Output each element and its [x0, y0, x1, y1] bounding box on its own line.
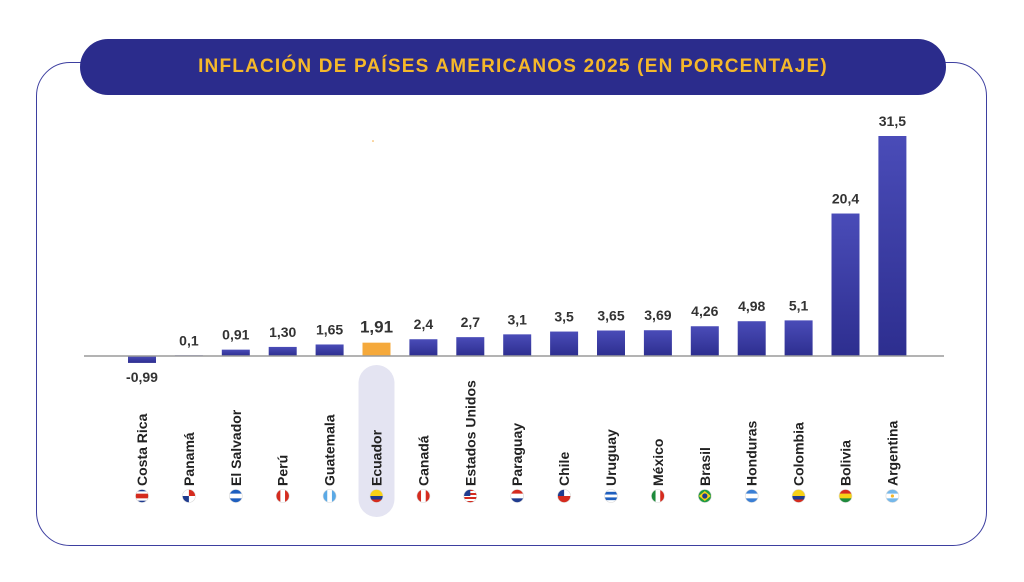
tick-label: Honduras	[744, 420, 760, 486]
bar	[268, 346, 297, 356]
data-label: 1,65	[316, 321, 343, 337]
flag-mexico-icon	[651, 489, 665, 503]
tick-label: Bolivia	[838, 440, 854, 486]
data-label: 3,69	[644, 307, 671, 323]
flag-uruguay-icon	[604, 489, 618, 503]
flag-el-salvador-icon	[229, 489, 243, 503]
flag-usa-icon	[463, 489, 478, 503]
data-label: 5,1	[789, 297, 809, 313]
flag-bolivia-icon	[838, 489, 853, 503]
tick-label: Paraguay	[509, 423, 525, 486]
chart-title-banner: INFLACIÓN DE PAÍSES AMERICANOS 2025 (EN …	[80, 39, 946, 95]
bar	[221, 349, 250, 356]
chart-title: INFLACIÓN DE PAÍSES AMERICANOS 2025 (EN …	[198, 56, 828, 77]
bar	[456, 337, 485, 356]
data-label: 1,91	[360, 318, 393, 337]
stray-dot	[372, 140, 374, 142]
data-label: 0,1	[179, 332, 199, 348]
data-label: 4,26	[691, 303, 718, 319]
flag-panama-icon	[182, 489, 196, 503]
bar	[690, 326, 719, 356]
bar	[315, 344, 344, 356]
data-label: 3,5	[554, 309, 574, 325]
data-label: 4,98	[738, 298, 765, 314]
bar	[128, 356, 156, 363]
flag-canada-icon	[416, 489, 431, 503]
flag-chile-icon	[557, 489, 571, 503]
data-label: 0,91	[222, 327, 249, 343]
data-label: 2,4	[414, 316, 434, 332]
flag-brazil-icon	[697, 489, 712, 503]
data-label: 2,7	[461, 314, 481, 330]
flag-honduras-icon	[744, 489, 759, 503]
tick-label: El Salvador	[228, 409, 244, 486]
bar	[878, 136, 907, 356]
tick-label: Chile	[556, 452, 572, 486]
flag-costa-rica-icon	[135, 489, 149, 503]
data-label: -0,99	[126, 369, 158, 385]
bar	[409, 339, 438, 356]
tick-label: Argentina	[884, 420, 900, 486]
bar	[597, 330, 625, 356]
highlight-background	[358, 365, 395, 517]
data-label: 1,30	[269, 324, 296, 340]
flag-argentina-icon	[885, 489, 900, 503]
flag-ecuador-icon	[369, 489, 384, 503]
data-label: 3,1	[507, 311, 527, 327]
bar	[831, 213, 860, 356]
flag-guatemala-icon	[322, 489, 337, 503]
flag-peru-icon	[275, 489, 290, 503]
tick-label: México	[650, 439, 666, 486]
flag-paraguay-icon	[510, 489, 525, 503]
bar	[784, 320, 813, 356]
bar	[643, 330, 672, 356]
bar	[503, 334, 532, 356]
data-label: 20,4	[832, 191, 859, 207]
tick-label: Colombia	[791, 422, 807, 486]
tick-label: Costa Rica	[134, 413, 150, 486]
tick-label: Ecuador	[369, 429, 385, 486]
tick-label: Uruguay	[603, 429, 619, 486]
tick-label: Perú	[275, 455, 291, 486]
tick-label: Panamá	[181, 432, 197, 486]
bar	[737, 321, 766, 356]
tick-label: Brasil	[697, 447, 713, 486]
tick-label: Canadá	[415, 435, 431, 486]
tick-label: Estados Unidos	[462, 380, 478, 486]
data-label: 31,5	[879, 113, 906, 129]
flag-colombia-icon	[791, 489, 806, 503]
bar	[550, 331, 579, 356]
bar	[362, 342, 391, 356]
tick-label: Guatemala	[322, 414, 338, 486]
data-label: 3,65	[597, 308, 624, 324]
